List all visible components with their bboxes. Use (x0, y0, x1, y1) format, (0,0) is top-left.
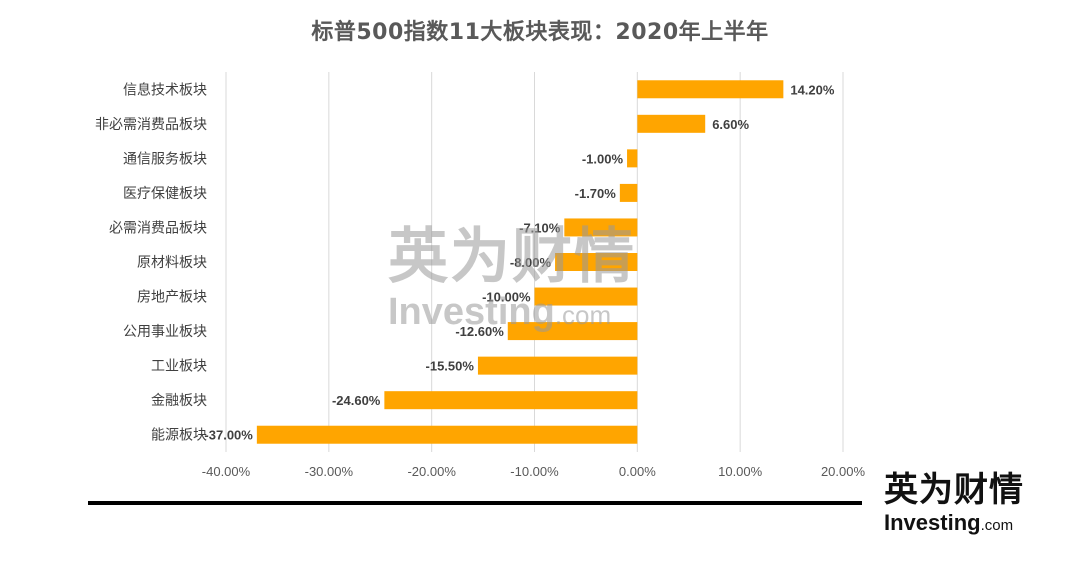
watermark-name-cn: 英为财情 (388, 222, 636, 292)
x-tick-label: -30.00% (305, 464, 354, 479)
chart-title: 标普500指数11大板块表现：2020年上半年 (311, 20, 769, 45)
x-tick-label: -20.00% (407, 464, 456, 479)
bar (564, 218, 638, 237)
value-label: -24.60% (332, 393, 381, 408)
category-label: 金融板块 (151, 393, 207, 409)
gridlines (225, 72, 844, 452)
category-labels: 信息技术板块非必需消费品板块通信服务板块医疗保健板块必需消费品板块原材料板块房地… (95, 81, 207, 443)
bar (384, 391, 638, 410)
bars (256, 80, 784, 444)
value-label: -1.00% (582, 151, 624, 166)
bar (627, 149, 638, 168)
value-label: -10.00% (482, 290, 531, 305)
category-label: 房地产板块 (137, 290, 207, 306)
value-label: -1.70% (575, 186, 617, 201)
category-label: 信息技术板块 (123, 81, 207, 98)
watermark-logo: 英为财情 Investing.com (388, 222, 708, 332)
x-tick-label: 20.00% (821, 464, 866, 479)
category-label: 非必需消费品板块 (95, 117, 207, 133)
value-label: 14.20% (790, 82, 835, 97)
value-label: -12.60% (455, 324, 504, 339)
bar (507, 322, 638, 341)
brand-logo: 英为财情 Investing.com (884, 470, 1074, 540)
watermark-name-en: Investing.com (388, 291, 612, 333)
bar (637, 80, 784, 99)
x-tick-label: -10.00% (510, 464, 559, 479)
category-label: 通信服务板块 (123, 151, 207, 167)
x-tick-labels: -40.00% -30.00% -20.00% -10.00% 0.00% 10.00% 2… (202, 464, 866, 479)
category-label: 能源板块 (151, 428, 207, 444)
bar (534, 287, 638, 306)
value-label: -15.50% (426, 359, 475, 374)
category-label: 原材料板块 (137, 255, 207, 271)
value-labels: 14.20% 6.60% -1.00% -1.70% -7.10% -8.00% -10.0… (204, 82, 834, 442)
brand-name-cn: 英为财情 (884, 470, 1024, 510)
bar (637, 114, 706, 133)
brand-name-en: Investing.com (884, 510, 1014, 535)
value-label: 6.60% (712, 117, 749, 132)
bar (256, 425, 638, 444)
bar (477, 356, 638, 375)
value-label: -37.00% (204, 428, 253, 443)
bottom-divider (88, 501, 862, 505)
value-label: -8.00% (510, 255, 552, 270)
bar (555, 253, 638, 271)
category-label: 必需消费品板块 (109, 220, 207, 236)
value-label: -7.10% (519, 220, 561, 235)
bar (619, 183, 638, 202)
x-tick-label: 0.00% (619, 464, 656, 479)
category-label: 医疗保健板块 (123, 186, 207, 202)
category-label: 工业板块 (151, 359, 207, 375)
x-tick-label: 10.00% (718, 464, 763, 479)
x-tick-label: -40.00% (202, 464, 251, 479)
category-label: 公用事业板块 (123, 324, 207, 340)
